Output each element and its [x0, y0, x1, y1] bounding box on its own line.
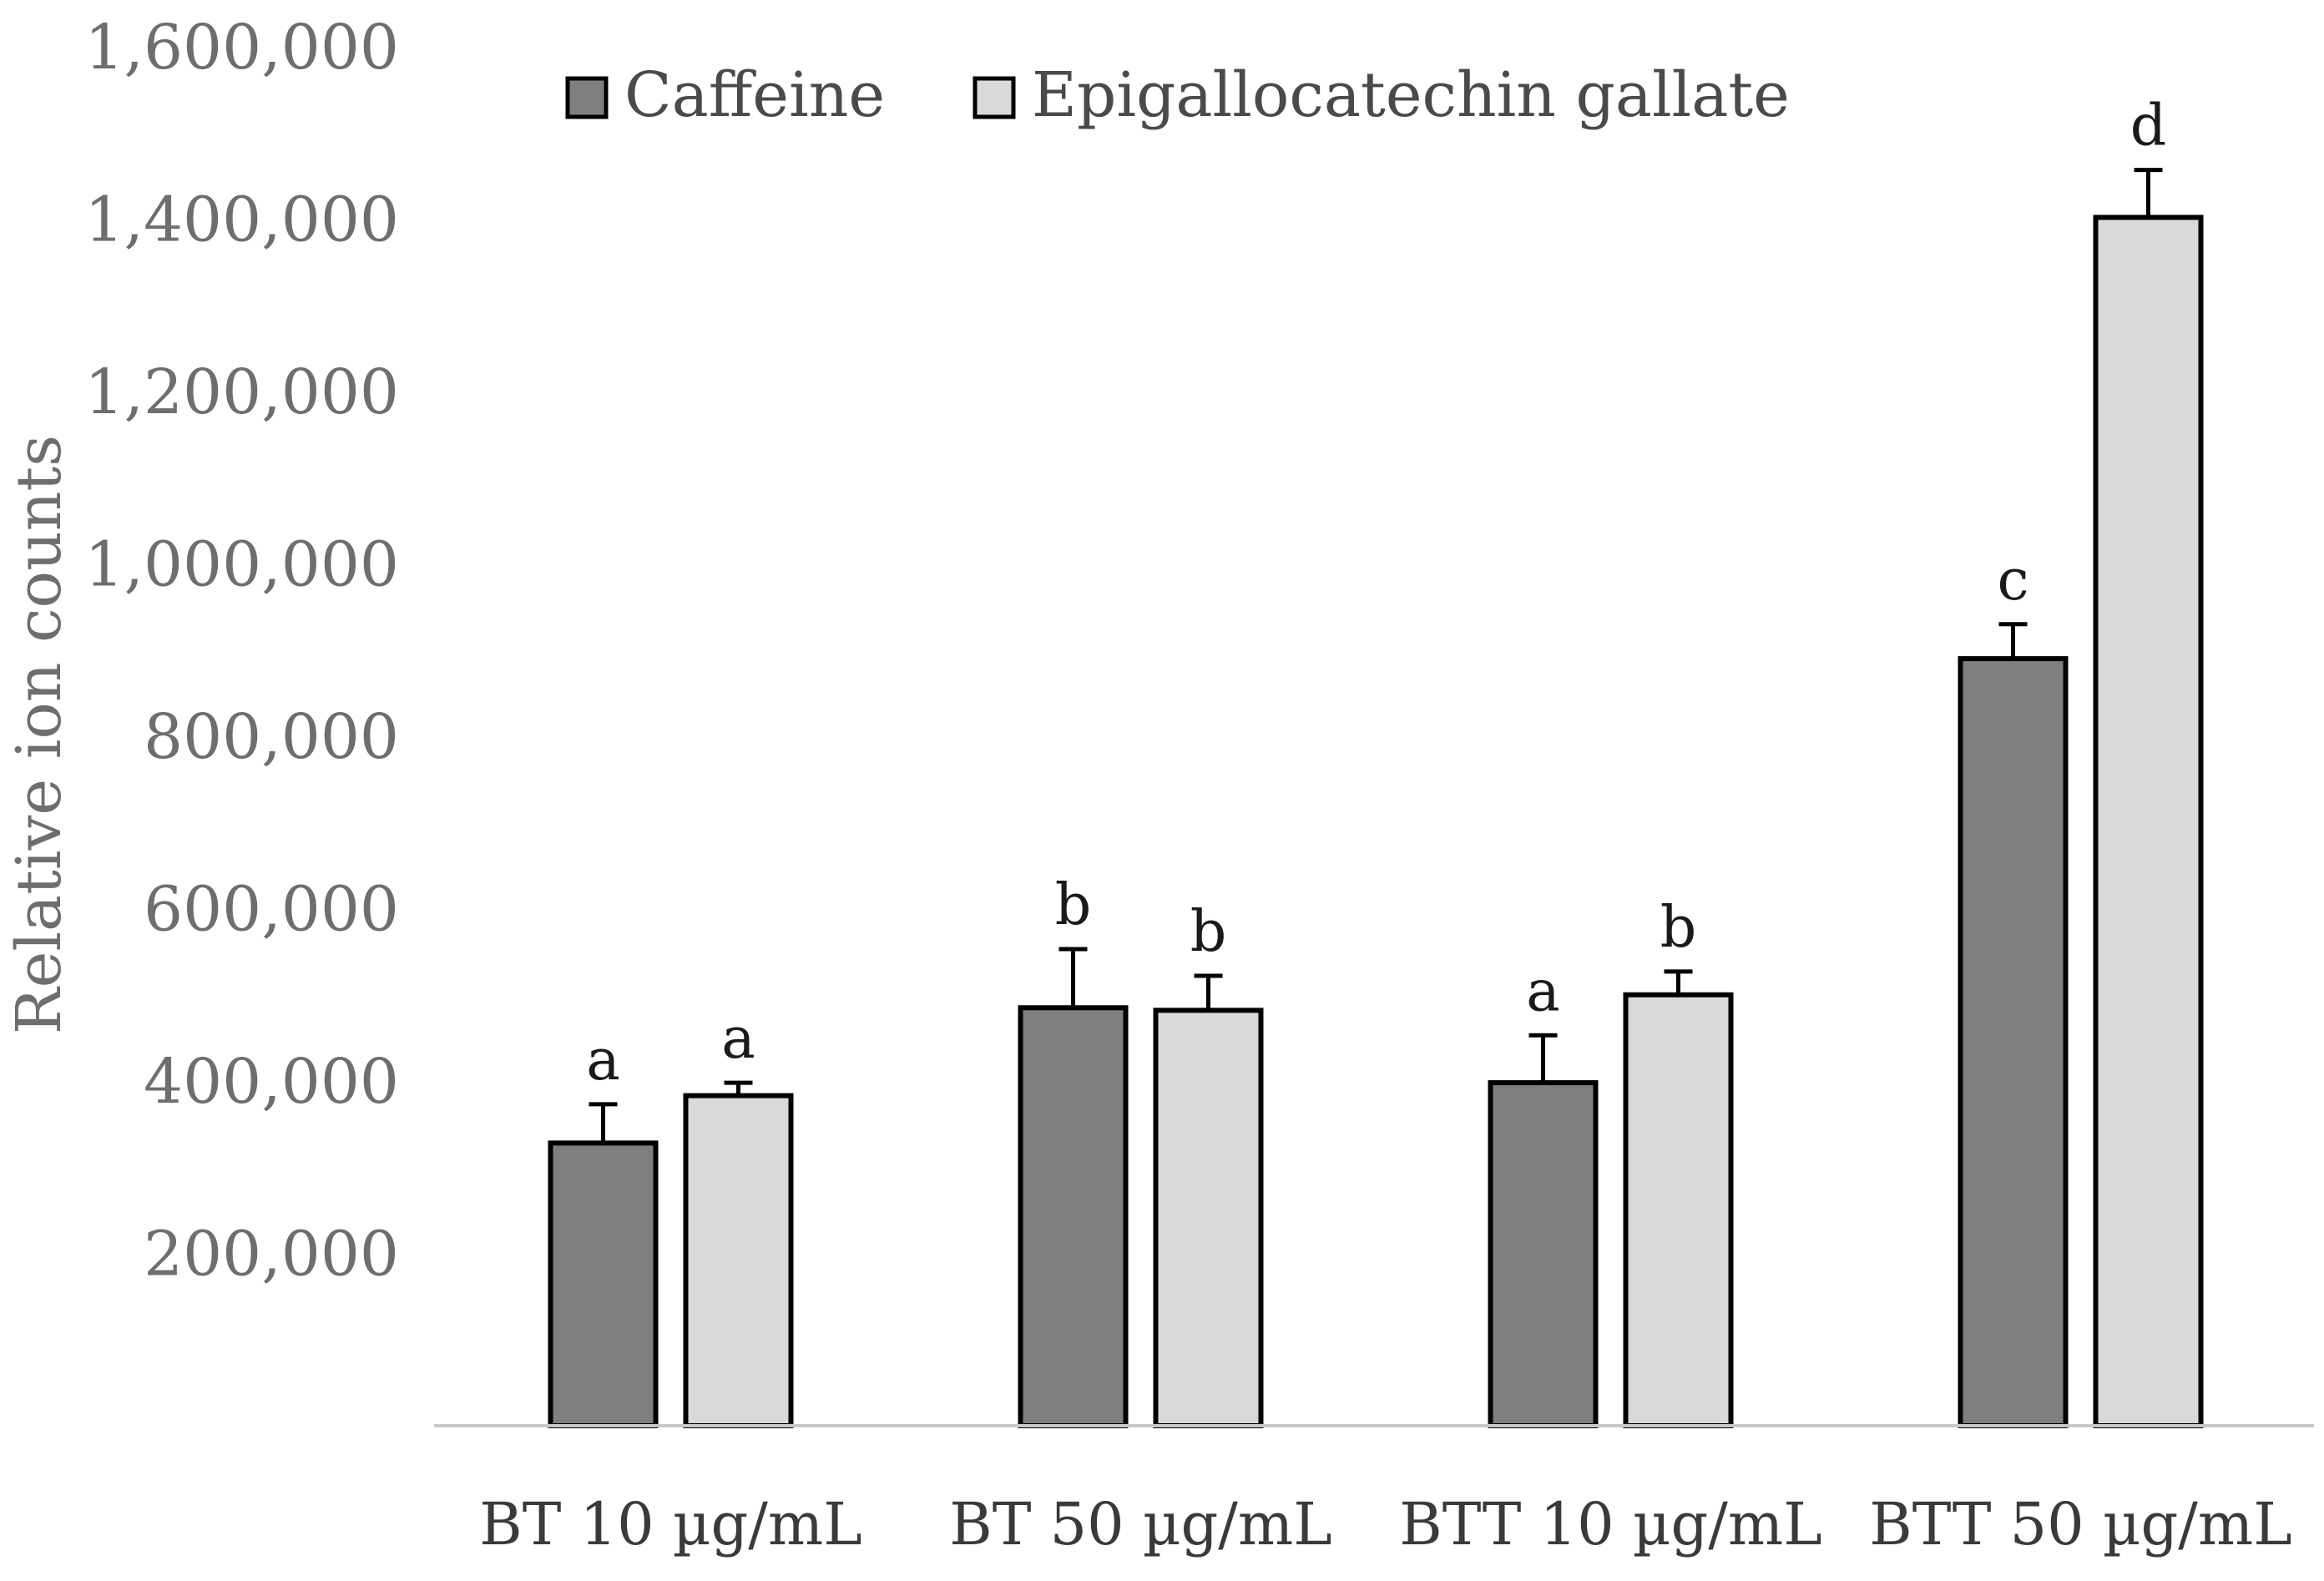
significance-letters: a a b b a b c d: [586, 93, 2166, 1094]
significance-letter: b: [1055, 872, 1092, 938]
legend: Caffeine Epigallocatechin gallate: [565, 59, 1790, 131]
significance-letter: b: [1190, 899, 1227, 965]
bar-caffeine: [1488, 1080, 1599, 1428]
error-bars: [589, 168, 2163, 1144]
significance-letter: d: [2130, 93, 2167, 159]
x-axis-categories: BT 10 µg/mL BT 50 µg/mL BTT 10 µg/mL BTT 50…: [479, 1490, 2291, 1558]
bar-egcg: [683, 1093, 794, 1428]
bar-egcg: [2093, 215, 2204, 1428]
legend-label: Epigallocatechin gallate: [1032, 59, 1790, 131]
y-tick-label: 1,000,000: [84, 529, 399, 601]
x-category-label: BTT 50 µg/mL: [1869, 1490, 2291, 1558]
y-tick-label: 1,600,000: [84, 12, 399, 83]
x-category-label: BTT 10 µg/mL: [1399, 1490, 1821, 1558]
y-axis-ticks: 200,000 400,000 600,000 800,000 1,000,000 1,2…: [84, 12, 399, 1291]
bar-egcg: [1623, 992, 1734, 1428]
y-tick-label: 800,000: [144, 701, 399, 773]
bar-egcg: [1153, 1008, 1264, 1428]
y-tick-label: 600,000: [144, 874, 399, 946]
significance-letter: a: [721, 1006, 755, 1072]
y-axis-label: Relative ion counts: [3, 435, 75, 1034]
y-tick-label: 400,000: [144, 1046, 399, 1118]
significance-letter: a: [1526, 958, 1560, 1024]
significance-letter: c: [1997, 548, 2028, 614]
bar-caffeine: [1018, 1005, 1129, 1429]
y-tick-label: 200,000: [144, 1219, 399, 1291]
significance-letter: a: [586, 1028, 620, 1094]
significance-letter: b: [1660, 895, 1697, 961]
x-category-label: BT 10 µg/mL: [479, 1490, 861, 1558]
bar-caffeine: [548, 1140, 659, 1428]
x-category-label: BT 50 µg/mL: [949, 1490, 1331, 1558]
bars: [548, 215, 2204, 1429]
legend-swatch: [973, 76, 1016, 119]
legend-label: Caffeine: [624, 59, 885, 131]
legend-swatch: [565, 76, 609, 119]
y-tick-label: 1,200,000: [84, 356, 399, 428]
y-tick-label: 1,400,000: [84, 184, 399, 256]
bar-caffeine: [1958, 656, 2069, 1428]
